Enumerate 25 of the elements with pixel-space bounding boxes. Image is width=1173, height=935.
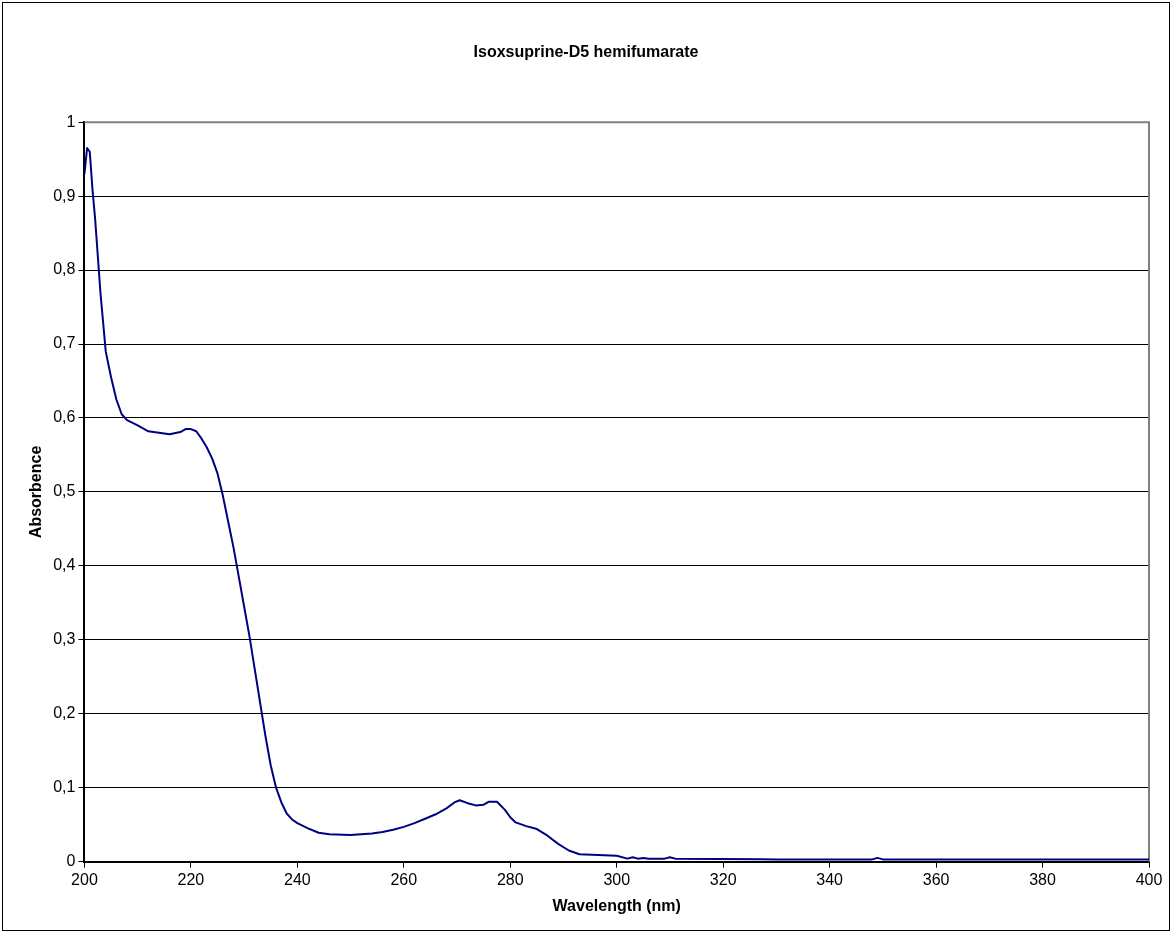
y-tick-label: 0,1 bbox=[53, 778, 76, 796]
x-tick-label: 400 bbox=[1135, 870, 1163, 888]
x-tick-label: 340 bbox=[816, 870, 844, 888]
x-tick-label: 280 bbox=[496, 870, 524, 888]
y-tick-label: 0,4 bbox=[53, 556, 76, 574]
y-tick-label: 1 bbox=[66, 112, 76, 130]
y-tick-label: 0,9 bbox=[53, 186, 76, 204]
y-axis-title: Absorbence bbox=[27, 445, 45, 539]
x-tick-label: 300 bbox=[603, 870, 631, 888]
y-tick-label: 0,5 bbox=[53, 482, 76, 500]
x-tick-label: 260 bbox=[390, 870, 418, 888]
y-tick-label: 0,7 bbox=[53, 334, 76, 352]
x-tick-label: 240 bbox=[284, 870, 311, 888]
y-tick-label: 0,2 bbox=[53, 704, 76, 722]
chart-title: Isoxsuprine-D5 hemifumarate bbox=[473, 43, 699, 61]
x-tick-label: 220 bbox=[177, 870, 205, 888]
y-tick-label: 0,8 bbox=[53, 260, 76, 278]
x-tick-label: 380 bbox=[1029, 870, 1056, 888]
y-tick-label: 0,3 bbox=[53, 630, 76, 648]
y-tick-label: 0 bbox=[66, 852, 76, 870]
x-axis-title: Wavelength (nm) bbox=[552, 896, 681, 914]
x-tick-label: 200 bbox=[71, 870, 98, 888]
x-tick-label: 360 bbox=[922, 870, 950, 888]
x-tick-label: 320 bbox=[709, 870, 737, 888]
y-tick-label: 0,6 bbox=[53, 408, 76, 426]
